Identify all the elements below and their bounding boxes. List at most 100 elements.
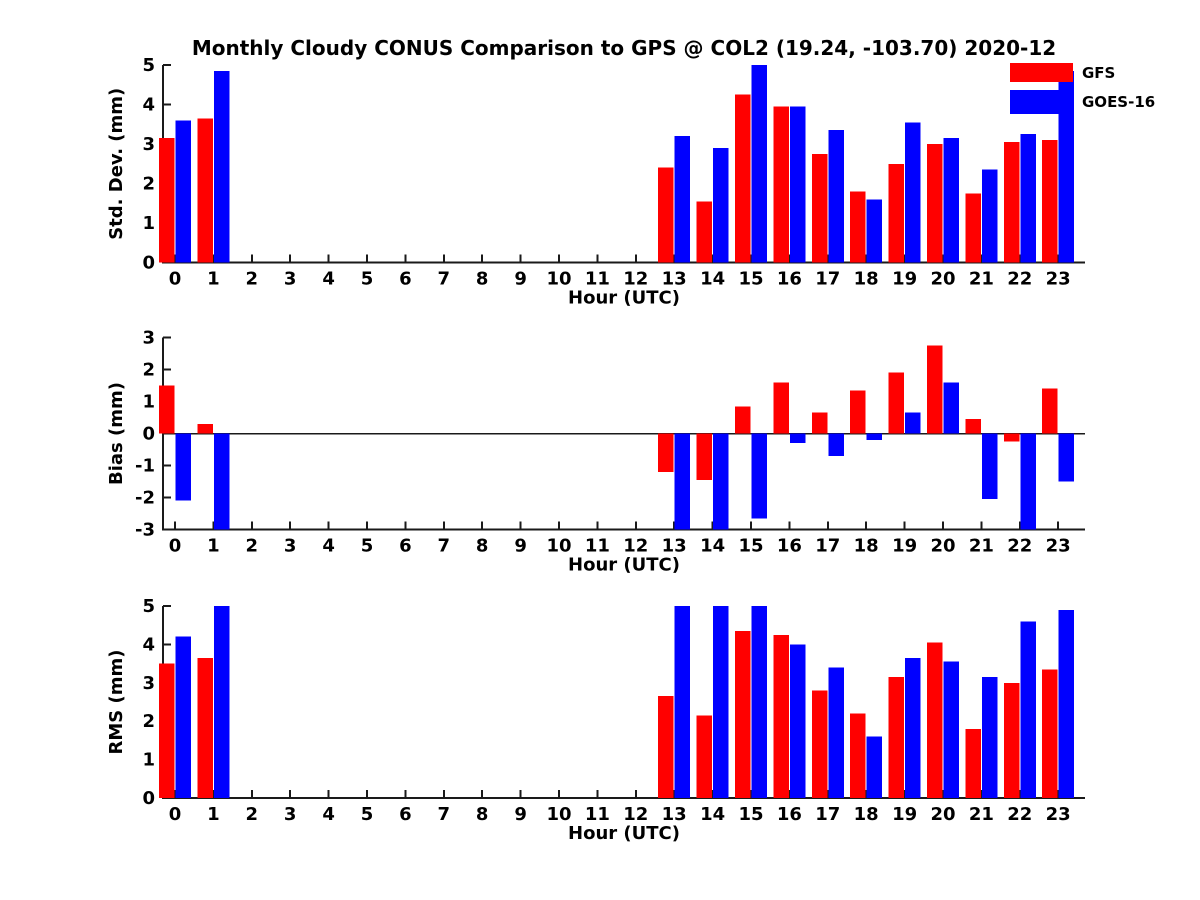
bar-gfs-hour-21 bbox=[965, 728, 981, 798]
x-tick-label: 0 bbox=[169, 269, 182, 290]
x-tick-label: 15 bbox=[738, 804, 763, 825]
x-tick-label: 3 bbox=[284, 536, 297, 557]
bar-gfs-hour-14 bbox=[696, 715, 713, 798]
y-tick-label: 4 bbox=[142, 95, 155, 116]
x-tick-label: 13 bbox=[662, 536, 687, 557]
bar-gfs-hour-15 bbox=[735, 94, 751, 263]
x-tick-label: 6 bbox=[399, 269, 412, 290]
x-tick-label: 12 bbox=[623, 269, 648, 290]
bar-goes16-hour-22 bbox=[1020, 621, 1036, 798]
y-tick-label: 3 bbox=[142, 328, 155, 349]
x-tick-label: 18 bbox=[854, 536, 879, 557]
bar-goes16-hour-18 bbox=[866, 199, 883, 263]
x-tick-label: 10 bbox=[546, 269, 571, 290]
bar-goes16-hour-15 bbox=[751, 65, 767, 263]
bar-gfs-hour-0 bbox=[159, 138, 175, 263]
x-tick-label: 20 bbox=[930, 536, 955, 557]
bar-gfs-hour-13 bbox=[658, 433, 674, 472]
y-tick-label: 3 bbox=[142, 673, 155, 694]
bar-goes16-hour-17 bbox=[828, 130, 844, 263]
legend-item-gfs: GFS bbox=[1010, 63, 1155, 82]
y-tick-label: 1 bbox=[142, 750, 155, 771]
x-tick-label: 15 bbox=[738, 536, 763, 557]
x-tick-label: 1 bbox=[207, 269, 220, 290]
legend-label-gfs: GFS bbox=[1082, 63, 1116, 82]
x-tick-label: 2 bbox=[246, 269, 259, 290]
x-tick-label: 11 bbox=[585, 269, 610, 290]
bar-gfs-hour-19 bbox=[888, 372, 905, 434]
x-tick-label: 5 bbox=[361, 269, 374, 290]
x-tick-label: 12 bbox=[623, 804, 648, 825]
legend-swatch-goes16 bbox=[1010, 90, 1073, 114]
bar-goes16-hour-15 bbox=[751, 606, 767, 798]
bar-goes16-hour-19 bbox=[905, 657, 921, 798]
bar-goes16-hour-14 bbox=[713, 147, 729, 263]
y-tick-label: 1 bbox=[142, 392, 155, 413]
y-tick-label: 2 bbox=[142, 711, 155, 732]
bar-gfs-hour-1 bbox=[197, 423, 213, 434]
y-axis-label: Bias (mm) bbox=[106, 382, 127, 485]
y-tick-label: 5 bbox=[142, 55, 155, 76]
x-axis-label: Hour (UTC) bbox=[568, 288, 680, 309]
y-axis-label: RMS (mm) bbox=[106, 650, 127, 755]
x-tick-label: 19 bbox=[892, 536, 917, 557]
bar-gfs-hour-19 bbox=[888, 677, 905, 798]
x-tick-label: 2 bbox=[246, 804, 259, 825]
x-tick-label: 13 bbox=[662, 269, 687, 290]
x-tick-label: 4 bbox=[322, 536, 335, 557]
bar-goes16-hour-21 bbox=[981, 677, 998, 798]
x-tick-label: 22 bbox=[1007, 536, 1032, 557]
bar-goes16-hour-22 bbox=[1020, 134, 1036, 263]
x-tick-label: 7 bbox=[438, 269, 451, 290]
bar-goes16-hour-15 bbox=[751, 433, 767, 519]
bar-goes16-hour-20 bbox=[943, 138, 959, 263]
x-tick-label: 18 bbox=[854, 804, 879, 825]
x-tick-label: 22 bbox=[1007, 269, 1032, 290]
bar-goes16-hour-17 bbox=[828, 433, 844, 456]
y-tick-label: -1 bbox=[135, 456, 155, 477]
bar-gfs-hour-21 bbox=[965, 193, 981, 263]
x-tick-label: 5 bbox=[361, 804, 374, 825]
y-tick-label: 1 bbox=[142, 213, 155, 234]
x-tick-label: 4 bbox=[322, 269, 335, 290]
x-tick-label: 11 bbox=[585, 536, 610, 557]
bar-goes16-hour-14 bbox=[713, 606, 729, 798]
x-tick-label: 6 bbox=[399, 804, 412, 825]
bar-goes16-hour-19 bbox=[905, 412, 921, 434]
x-tick-label: 17 bbox=[815, 536, 840, 557]
bar-goes16-hour-1 bbox=[213, 606, 230, 798]
y-tick-label: 3 bbox=[142, 134, 155, 155]
x-tick-label: 23 bbox=[1046, 536, 1071, 557]
bar-gfs-hour-20 bbox=[927, 642, 943, 798]
x-tick-label: 14 bbox=[700, 269, 725, 290]
x-tick-label: 21 bbox=[969, 804, 994, 825]
bar-goes16-hour-21 bbox=[981, 169, 998, 263]
x-tick-label: 20 bbox=[930, 269, 955, 290]
x-axis-label: Hour (UTC) bbox=[568, 555, 680, 576]
x-tick-label: 22 bbox=[1007, 804, 1032, 825]
y-tick-label: 2 bbox=[142, 174, 155, 195]
x-tick-label: 18 bbox=[854, 269, 879, 290]
x-tick-label: 0 bbox=[169, 804, 182, 825]
bar-gfs-hour-16 bbox=[773, 382, 789, 434]
x-tick-label: 3 bbox=[284, 804, 297, 825]
chart-title: Monthly Cloudy CONUS Comparison to GPS @… bbox=[191, 36, 1057, 60]
x-tick-label: 19 bbox=[892, 804, 917, 825]
bar-goes16-hour-23 bbox=[1058, 433, 1075, 482]
bar-gfs-hour-23 bbox=[1042, 669, 1058, 798]
bar-gfs-hour-21 bbox=[965, 419, 981, 434]
bar-goes16-hour-13 bbox=[674, 606, 691, 798]
x-tick-label: 21 bbox=[969, 536, 994, 557]
bar-goes16-hour-0 bbox=[175, 433, 191, 501]
y-tick-label: 5 bbox=[142, 596, 155, 617]
bar-gfs-hour-23 bbox=[1042, 388, 1058, 434]
y-tick-label: -3 bbox=[135, 520, 155, 541]
bar-goes16-hour-0 bbox=[175, 120, 191, 263]
bar-goes16-hour-18 bbox=[866, 736, 883, 798]
x-tick-label: 21 bbox=[969, 269, 994, 290]
x-tick-label: 7 bbox=[438, 536, 451, 557]
bar-goes16-hour-17 bbox=[828, 667, 844, 798]
bar-gfs-hour-1 bbox=[197, 657, 213, 798]
bar-gfs-hour-17 bbox=[811, 412, 828, 434]
